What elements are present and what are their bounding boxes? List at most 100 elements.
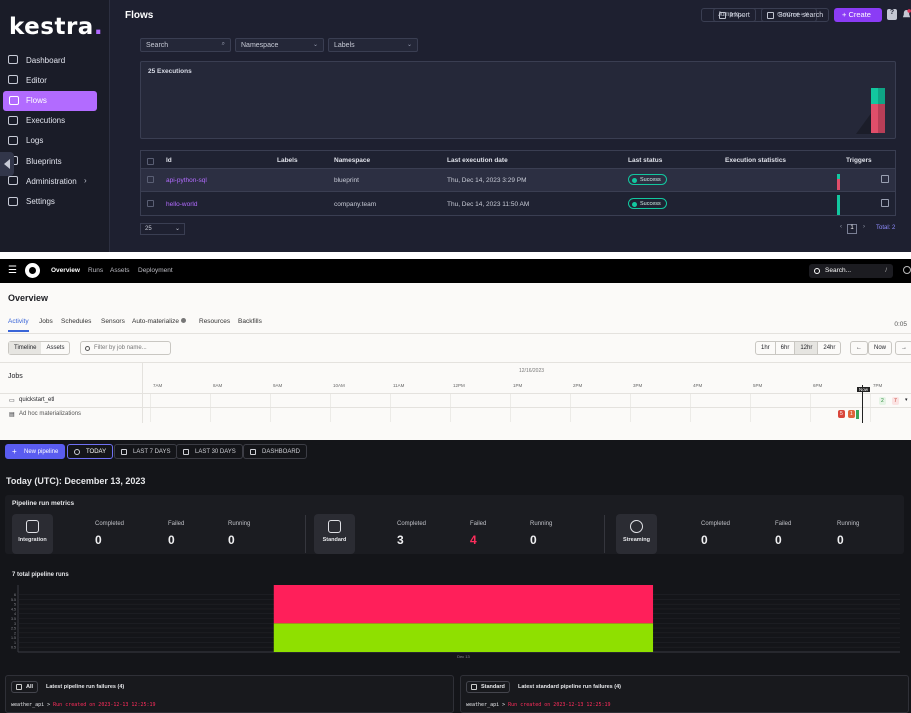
all-chip[interactable]: All [11, 681, 39, 693]
jump-to-input[interactable]: Jump to... Ctrl/Cmd + K [701, 8, 817, 22]
page-number[interactable]: 1 [847, 224, 857, 234]
success-bar[interactable] [871, 88, 878, 104]
prev-page-button[interactable]: ‹ [840, 224, 842, 230]
failed-run-block[interactable]: 5 [838, 410, 845, 418]
tab-backfills[interactable]: Backfills [238, 318, 262, 325]
prev-range-button[interactable]: ← [850, 341, 868, 355]
tab-activity[interactable]: Activity [8, 318, 29, 332]
search-input[interactable]: Search ⌕ [140, 38, 231, 52]
job-name[interactable]: quickstart_etl [19, 397, 55, 403]
nav-deployment[interactable]: Deployment [138, 267, 173, 274]
failed-count-badge[interactable]: 7 [892, 397, 899, 405]
bar-completed[interactable] [273, 623, 654, 652]
today-button[interactable]: TODAY [67, 444, 114, 459]
dagster-logo[interactable] [25, 263, 40, 278]
new-pipeline-button[interactable]: + New pipeline [5, 444, 66, 459]
select-all-checkbox[interactable] [147, 158, 154, 165]
tab-schedules[interactable]: Schedules [61, 318, 92, 325]
failure-line[interactable]: weather_api > Run created on 2023-12-13 … [11, 702, 156, 708]
sidebar-item-executions[interactable]: Executions [0, 111, 110, 131]
bar-failed[interactable] [273, 585, 654, 624]
today-label: TODAY [86, 449, 107, 455]
range-1hr[interactable]: 1hr [756, 342, 776, 354]
chevron-down-icon: ⌄ [406, 42, 412, 48]
range-24hr[interactable]: 24hr [823, 345, 836, 351]
search-placeholder: Search... [825, 267, 852, 274]
assets-toggle[interactable]: Assets [46, 345, 65, 351]
sidebar-item-administration[interactable]: Administration › [0, 171, 110, 191]
flow-id-link[interactable]: api-python-sql [166, 177, 207, 184]
row-checkbox[interactable] [147, 200, 154, 207]
success-count-badge[interactable]: 2 [879, 397, 886, 405]
sidebar-item-settings[interactable]: Settings [0, 192, 110, 212]
table-row[interactable]: api-python-sql blueprint Thu, Dec 14, 20… [141, 169, 895, 192]
execution-stats-bar[interactable] [837, 174, 840, 190]
refresh-timer[interactable]: 0:05 [894, 321, 907, 328]
panel-gap [0, 252, 911, 259]
create-button[interactable]: + Create [834, 8, 882, 22]
last-7-days-button[interactable]: LAST 7 DAYS [114, 444, 178, 459]
labels-select[interactable]: Labels ⌄ [328, 38, 418, 52]
trigger-icon[interactable] [881, 199, 889, 207]
standard-tile[interactable]: Standard [314, 514, 355, 554]
chevron-down-icon[interactable]: ▾ [905, 397, 908, 403]
row-checkbox[interactable] [147, 176, 154, 183]
range-12hr[interactable]: 12hr [795, 342, 819, 354]
trigger-icon[interactable] [881, 175, 889, 183]
kestra-logo[interactable]: kestra. [9, 14, 104, 40]
gear-icon[interactable] [903, 266, 911, 274]
failures-title: Latest pipeline run failures (4) [46, 684, 125, 690]
help-icon[interactable]: ? [887, 9, 897, 20]
collapse-sidebar-handle[interactable] [0, 152, 14, 176]
tab-sensors[interactable]: Sensors [101, 318, 125, 325]
last-30-days-button[interactable]: LAST 30 DAYS [176, 444, 243, 459]
failures-panel-standard: Standard Latest standard pipeline run fa… [460, 675, 909, 713]
dashboard-button[interactable]: DASHBOARD [243, 444, 308, 459]
next-page-button[interactable]: › [863, 224, 865, 230]
source-search-button[interactable]: Source search [761, 8, 830, 22]
failed-bar[interactable] [871, 104, 878, 133]
tab-resources[interactable]: Resources [199, 318, 231, 325]
timeline-toggle[interactable]: Timeline [9, 342, 42, 354]
nav-overview[interactable]: Overview [51, 267, 80, 274]
import-button[interactable]: Import [713, 8, 756, 22]
page-title: Flows [125, 10, 154, 21]
nav-runs[interactable]: Runs [88, 267, 104, 274]
now-button[interactable]: Now [868, 341, 893, 355]
job-row[interactable]: ▤ Ad hoc materializations 5 1 [0, 407, 911, 421]
search-input[interactable]: Search... / [809, 264, 893, 278]
bell-icon[interactable] [902, 9, 911, 20]
page-size-select[interactable]: 25 ⌄ [140, 223, 185, 235]
streaming-tile[interactable]: Streaming [616, 514, 657, 554]
sidebar-item-blueprints[interactable]: Blueprints [0, 151, 110, 171]
sidebar-item-logs[interactable]: Logs [0, 131, 110, 151]
menu-icon[interactable]: ☰ [8, 265, 17, 276]
range-6hr[interactable]: 6hr [776, 342, 796, 354]
clock-icon [74, 449, 80, 455]
column-id[interactable]: Id [166, 157, 172, 164]
nav-assets[interactable]: Assets [110, 267, 130, 274]
integration-tile[interactable]: Integration [12, 514, 53, 554]
job-filter-input[interactable]: Filter by job name... [80, 341, 171, 355]
tab-auto-materialize[interactable]: Auto-materialize [132, 318, 186, 325]
settings-icon [8, 196, 18, 206]
success-run-block[interactable] [856, 410, 859, 419]
flow-id-link[interactable]: hello-world [166, 201, 198, 208]
next-range-button[interactable]: → [895, 341, 911, 355]
namespace-select[interactable]: Namespace ⌄ [235, 38, 324, 52]
sidebar-item-dashboard[interactable]: Dashboard [0, 50, 110, 70]
failure-line[interactable]: weather_api > Run created on 2023-12-13 … [466, 702, 611, 708]
executions-chart-bars[interactable] [856, 84, 896, 136]
pipelines-dashboard-panel: + New pipeline TODAY LAST 7 DAYS LAST 30 … [0, 440, 911, 713]
sidebar-item-editor[interactable]: Editor [0, 70, 110, 90]
tab-jobs[interactable]: Jobs [39, 318, 53, 325]
table-row[interactable]: hello-world company.team Thu, Dec 14, 20… [141, 193, 895, 216]
column-namespace[interactable]: Namespace [334, 157, 371, 164]
execution-stats-bar[interactable] [837, 195, 840, 215]
standard-chip[interactable]: Standard [466, 681, 510, 693]
sidebar-item-flows[interactable]: Flows [3, 90, 97, 111]
job-name[interactable]: Ad hoc materializations [19, 411, 82, 417]
failed-run-block[interactable]: 1 [848, 410, 855, 418]
hour-label: 7PM [873, 383, 883, 388]
job-row[interactable]: ▭ quickstart_etl 2 7 ▾ [0, 393, 911, 407]
